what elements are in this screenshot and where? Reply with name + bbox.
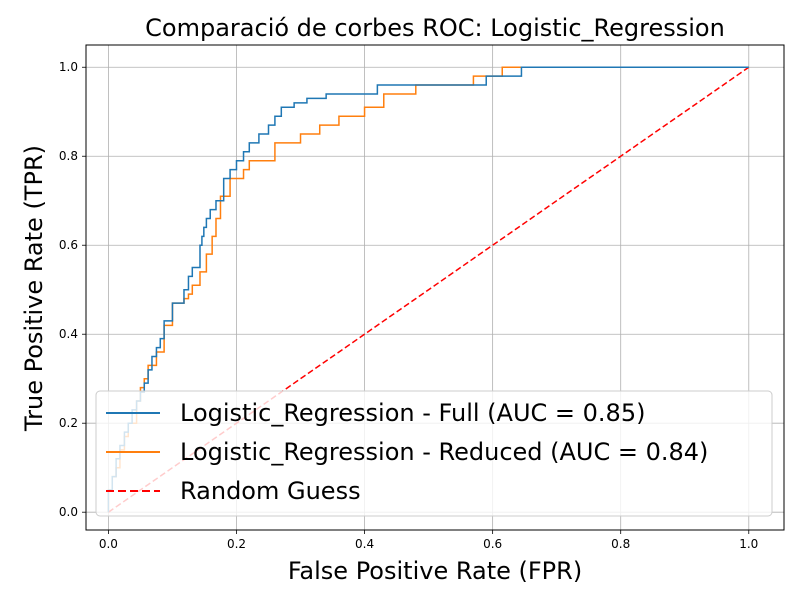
- chart-title: Comparació de corbes ROC: Logistic_Regre…: [145, 14, 725, 42]
- y-axis-label: True Positive Rate (TPR): [20, 145, 48, 432]
- y-tick-label: 0.6: [59, 238, 78, 252]
- legend-item-reduced: Logistic_Regression - Reduced (AUC = 0.8…: [180, 438, 708, 466]
- y-tick-label: 0.4: [59, 327, 78, 341]
- axis-ticks: 0.0 0.2 0.4 0.6 0.8 1.0 0.0 0.2 0.4 0.6 0.8 1.0: [59, 60, 758, 551]
- x-axis-label: False Positive Rate (FPR): [288, 557, 582, 585]
- x-tick-label: 0.8: [611, 537, 630, 551]
- legend: Logistic_Regression - Full (AUC = 0.85) L…: [95, 390, 773, 517]
- x-tick-label: 0.0: [99, 537, 118, 551]
- legend-item-full: Logistic_Regression - Full (AUC = 0.85): [180, 399, 645, 427]
- x-tick-label: 0.4: [355, 537, 374, 551]
- y-tick-label: 0.8: [59, 149, 78, 163]
- x-tick-label: 0.2: [227, 537, 246, 551]
- legend-box: [95, 390, 773, 517]
- legend-item-random: Random Guess: [180, 477, 361, 505]
- y-tick-label: 1.0: [59, 60, 78, 74]
- y-tick-label: 0.0: [59, 505, 78, 519]
- x-tick-label: 0.6: [483, 537, 502, 551]
- x-tick-label: 1.0: [739, 537, 758, 551]
- plot-area-frame: [85, 44, 785, 531]
- y-tick-label: 0.2: [59, 416, 78, 430]
